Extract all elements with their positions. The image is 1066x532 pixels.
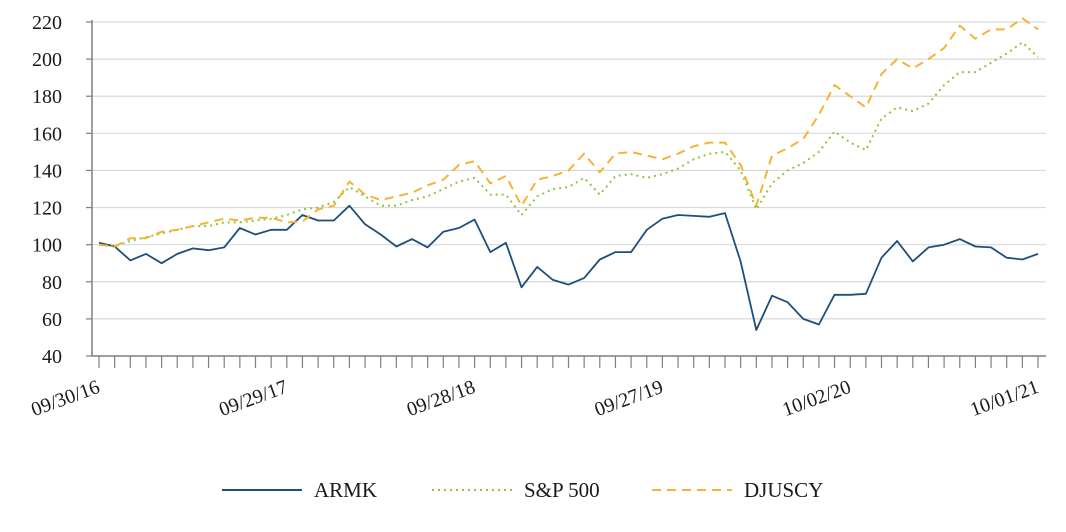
x-tick-label-24: 09/28/18	[404, 376, 478, 421]
series-lines	[98, 17, 1039, 331]
series-line-armk	[98, 204, 1039, 331]
legend-label-2: DJUSCY	[744, 478, 823, 502]
legend-label-0: ARMK	[314, 478, 377, 502]
y-tick-label-220: 220	[32, 12, 62, 34]
x-tick-label-60: 10/01/21	[967, 376, 1041, 421]
x-tick-label-0: 09/30/16	[28, 376, 102, 421]
x-tick-label-12: 09/29/17	[216, 376, 290, 421]
x-tick-label-36: 09/27/19	[592, 376, 666, 421]
y-tick-label-120: 120	[32, 198, 62, 220]
y-tick-label-100: 100	[32, 235, 62, 257]
y-tick-labels: 40 60 80 100 120 140 160 180 200 220	[32, 12, 62, 368]
y-tick-label-80: 80	[42, 272, 62, 294]
y-tick-label-40: 40	[42, 346, 62, 368]
y-tick-label-200: 200	[32, 49, 62, 71]
axes	[86, 20, 1046, 368]
series-line-s-p-500	[98, 41, 1039, 248]
series-line-djuscy	[98, 17, 1039, 248]
legend-label-1: S&P 500	[524, 478, 600, 502]
y-tick-label-180: 180	[32, 86, 62, 108]
x-tick-label-48: 10/02/20	[780, 376, 854, 421]
legend: ARMK S&P 500 DJUSCY	[222, 478, 823, 502]
y-tick-label-140: 140	[32, 160, 62, 182]
y-tick-label-60: 60	[42, 309, 62, 331]
y-tick-label-160: 160	[32, 123, 62, 145]
x-tick-labels: 09/30/16 09/29/17 09/28/18 09/27/19 10/02/20…	[28, 376, 1041, 421]
